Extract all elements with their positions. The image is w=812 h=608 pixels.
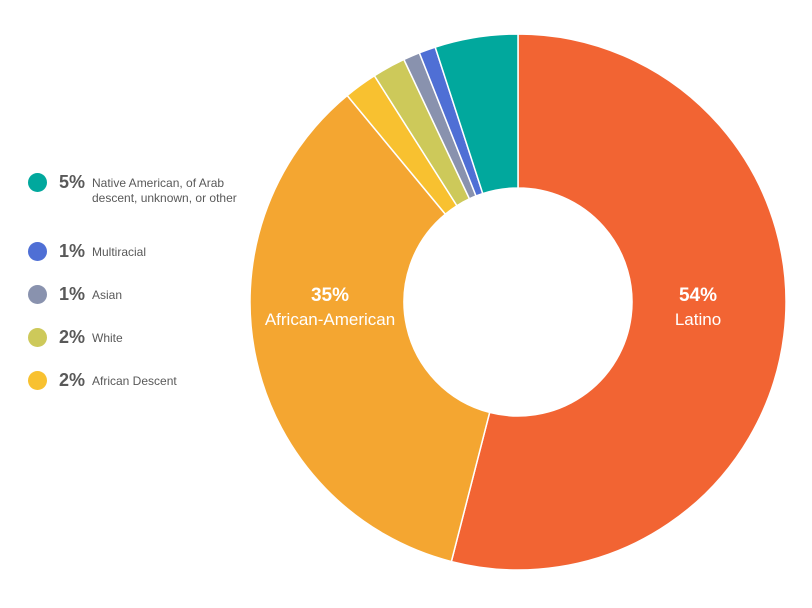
legend-item-multiracial: 1% Multiracial: [28, 241, 247, 261]
legend-label: Asian: [92, 288, 123, 302]
legend-pct: 1%: [59, 241, 86, 261]
slice-latino: [450, 33, 787, 571]
slice-native-american-of-arab-descent-unknown-or-other: [434, 33, 519, 195]
donut-slices: [249, 33, 787, 571]
legend-label: White: [92, 331, 123, 345]
legend-swatch: [28, 371, 47, 390]
legend-item-white: 2% White: [28, 327, 247, 347]
legend-swatch: [28, 242, 47, 261]
legend-swatch: [28, 328, 47, 347]
latino-pct-label: 54%: [679, 285, 717, 306]
legend-pct: 5%: [59, 172, 86, 192]
legend-label: Native American, of Arab descent, unknow…: [92, 176, 237, 205]
legend-label: Multiracial: [92, 245, 147, 259]
slice-african-american: [249, 94, 491, 563]
legend-item-native-american-other: 5% Native American, of Arab descent, unk…: [28, 172, 247, 206]
latino-name-label: Latino: [675, 310, 721, 329]
legend-pct: 1%: [59, 284, 86, 304]
legend-swatch: [28, 173, 47, 192]
legend-item-african-descent: 2% African Descent: [28, 370, 247, 390]
african-american-pct-label: 35%: [311, 285, 349, 306]
legend-pct: 2%: [59, 327, 86, 347]
legend-label: African Descent: [92, 374, 177, 388]
african-american-name-label: African-American: [265, 310, 395, 329]
legend-swatch: [28, 285, 47, 304]
legend-pct: 2%: [59, 370, 86, 390]
legend-item-asian: 1% Asian: [28, 284, 247, 304]
